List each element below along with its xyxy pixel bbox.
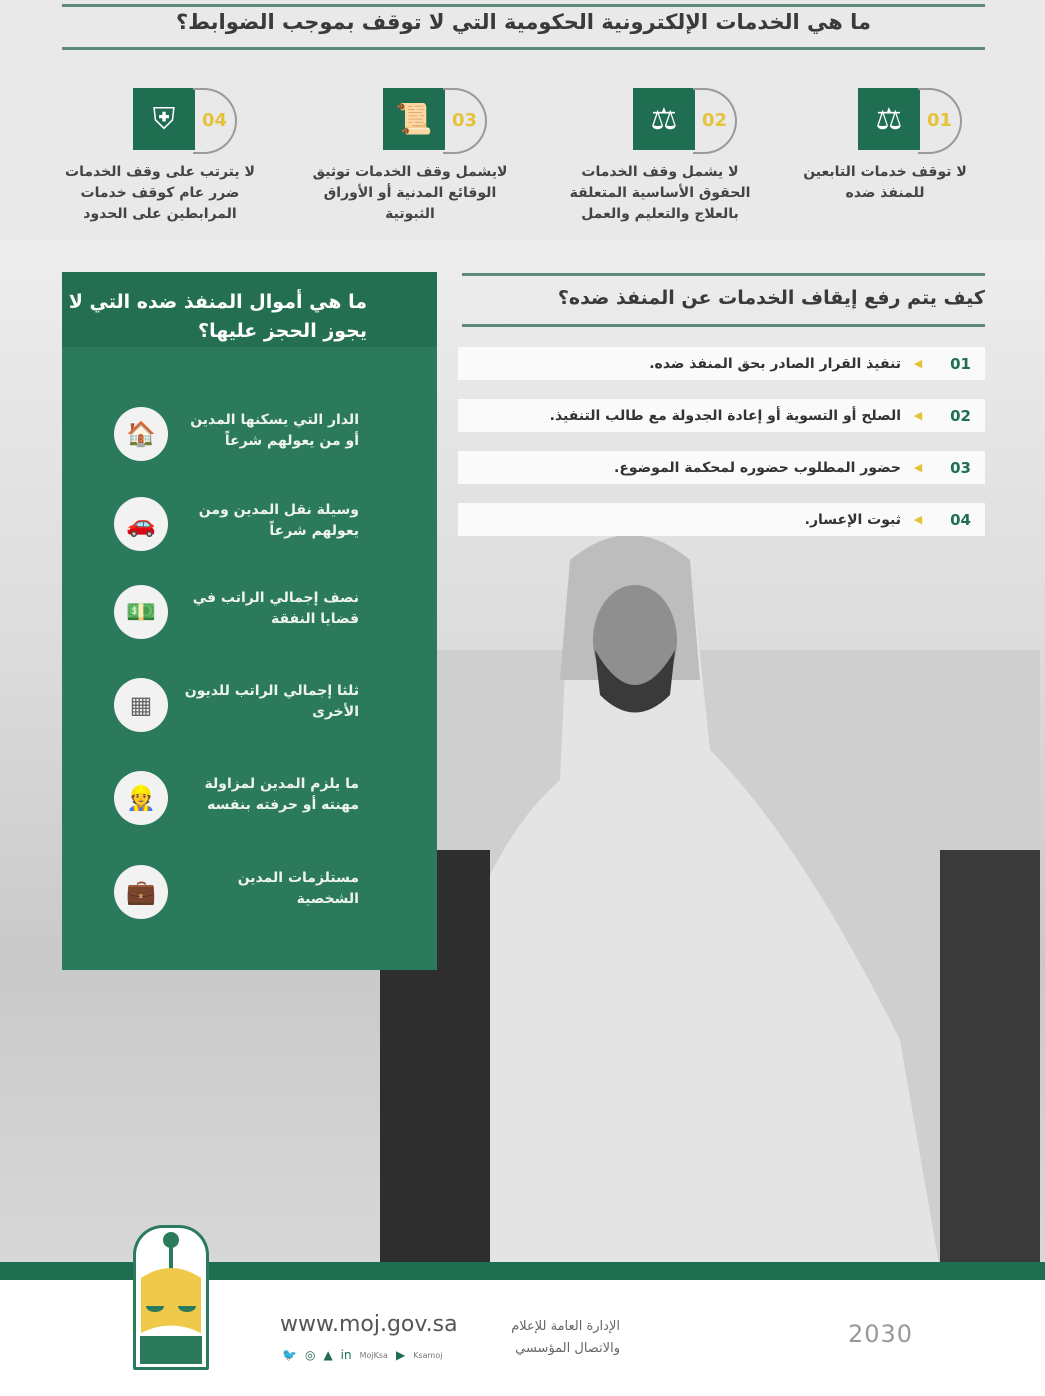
department-name: الإدارة العامة للإعلام والاتصال المؤسسي [511,1319,620,1356]
shield-scales-icon: ⛨ [133,88,195,150]
divider [62,47,985,50]
item-text: حضور المطلوب حضوره لمحكمة الموضوع. [614,459,901,476]
car-icon: 🚗 [114,497,168,551]
briefcase-icon: 💼 [114,865,168,919]
asset-text: ما يلزم المدين لمزاولة مهنته أو حرفته بن… [204,776,359,813]
arrow-icon: ◀ [913,513,923,526]
website-link[interactable]: www.moj.gov.sa [280,1312,458,1337]
lift-item: 02 ◀ الصلح أو التسوية أو إعادة الجدولة مع … [458,399,985,432]
lift-item: 04 ◀ ثبوت الإعسار. [458,503,985,536]
footer-band [0,1262,1045,1280]
ministry-logo [133,1225,209,1370]
asset-item: 🏠 الدار التي يسكنها المدين أو من يعولهم ش… [62,404,437,464]
divider [462,273,985,276]
social-icons: 🐦 ◎ ▲ in MojKsa ▶ Ksamoj [282,1348,442,1362]
instagram-icon[interactable]: ◎ [304,1348,316,1362]
card-number: 02 [701,110,727,131]
card-text: لا توقف خدمات التابعين للمنفذ ضده [803,164,967,201]
item-text: ثبوت الإعسار. [804,511,901,528]
arrow-icon: ◀ [913,461,923,474]
item-number: 02 [950,406,971,425]
scales-emblem [140,1232,202,1364]
scroll-icon: 📜 [383,88,445,150]
item-text: الصلح أو التسوية أو إعادة الجدولة مع طال… [549,407,901,424]
card-number: 01 [926,110,952,131]
assets-panel: ما هي أموال المنفذ ضده التي لا يجوز الحج… [62,272,437,970]
house-icon: 🏠 [114,407,168,461]
worker-icon: 👷 [114,771,168,825]
minister-photo [380,535,1040,1270]
twitter-icon[interactable]: 🐦 [282,1348,297,1362]
scales-document-icon: ⚖ [633,88,695,150]
gavel-icon: ⚖ [858,88,920,150]
card-text: لا يترتب على وقف الخدمات ضرر عام كوقف خد… [65,164,255,222]
asset-item: ▦ ثلثا إجمالي الراتب للديون الأخرى [62,675,437,735]
arrow-icon: ◀ [913,357,923,370]
handle: MojKsa [359,1350,388,1360]
item-number: 03 [950,458,971,477]
lift-item: 03 ◀ حضور المطلوب حضوره لمحكمة الموضوع. [458,451,985,484]
asset-item: 🚗 وسيلة نقل المدين ومن يعولهم شرعاً [62,494,437,554]
item-number: 04 [950,510,971,529]
asset-text: نصف إجمالي الراتب في قضايا النفقة [192,590,359,627]
linkedin-icon[interactable]: in [340,1348,352,1362]
card-number: 03 [451,110,477,131]
youtube-icon[interactable]: ▶ [395,1348,406,1362]
lift-item: 01 ◀ تنفيذ القرار الصادر بحق المنفذ ضده. [458,347,985,380]
item-number: 01 [950,354,971,373]
lift-title: كيف يتم رفع إيقاف الخدمات عن المنفذ ضده؟ [557,287,985,309]
item-text: تنفيذ القرار الصادر بحق المنفذ ضده. [649,355,901,372]
divider [462,324,985,327]
assets-title: ما هي أموال المنفذ ضده التي لا يجوز الحج… [62,272,437,347]
card-text: لايشمل وقف الخدمات توثيق الوقائع المدنية… [312,164,508,222]
asset-text: الدار التي يسكنها المدين أو من يعولهم شر… [190,412,359,449]
top-question: ما هي الخدمات الإلكترونية الحكومية التي … [175,10,872,34]
snapchat-icon[interactable]: ▲ [323,1348,333,1362]
card-number: 04 [201,110,227,131]
arrow-icon: ◀ [913,409,923,422]
asset-item: 👷 ما يلزم المدين لمزاولة مهنته أو حرفته ب… [62,768,437,828]
vision-2030-logo: 2030 [848,1320,914,1348]
asset-text: وسيلة نقل المدين ومن يعولهم شرعاً [198,502,359,539]
divider-top [62,4,985,7]
salary-icon: 💵 [114,585,168,639]
handle: Ksamoj [413,1350,443,1360]
card-text: لا يشمل وقف الخدمات الحقوق الأساسية المت… [569,164,751,222]
asset-item: 💵 نصف إجمالي الراتب في قضايا النفقة [62,582,437,642]
calculator-icon: ▦ [114,678,168,732]
asset-text: مستلزمات المدين الشخصية [237,870,359,907]
asset-item: 💼 مستلزمات المدين الشخصية [62,862,437,922]
asset-text: ثلثا إجمالي الراتب للديون الأخرى [184,683,359,720]
